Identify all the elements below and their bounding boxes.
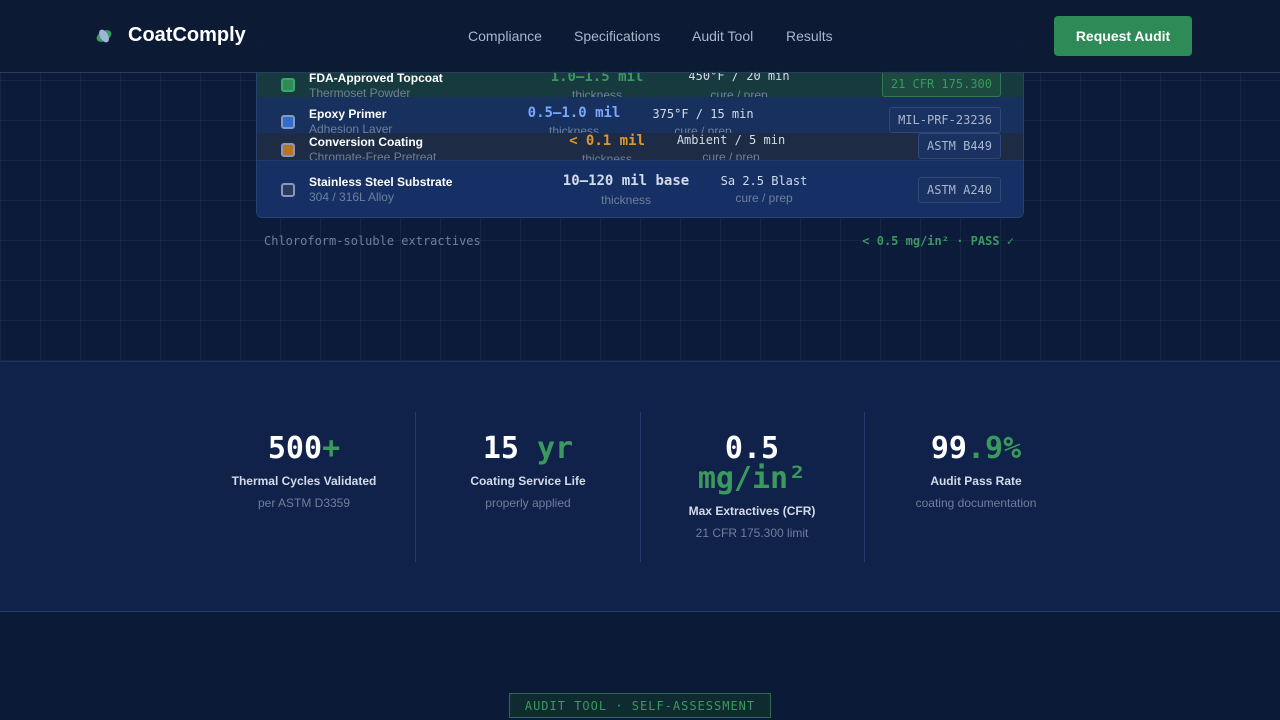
layer-standard: ASTM A240 [917,177,1001,203]
stat-label: Max Extractives (CFR) [688,504,816,518]
stats: 500+ Thermal Cycles Validated per ASTM D33… [0,362,1280,612]
layer-row: Stainless Steel Substrate 304 / 316L All… [257,161,1023,217]
divider [864,412,865,562]
stat-number: 0.5 [724,431,780,466]
layer-cure: Sa 2.5 Blast [720,174,808,188]
cure-label: cure / prep [702,150,760,161]
thickness-label: thickness [581,152,633,161]
section-badge: AUDIT TOOL · SELF-ASSESSMENT [509,693,771,718]
stat: 500+ Thermal Cycles Validated per ASTM D33… [192,434,416,584]
layer-name: Conversion Coating [309,135,424,149]
stat-label: Audit Pass Rate [930,474,1022,488]
stat-sub: per ASTM D3359 [257,496,351,510]
stat-number: 15 [482,431,538,466]
layer-thickness: 0.5–1.0 mil [527,105,621,121]
stat-suffix: mg/in² [697,461,807,496]
stat: 15 yr Coating Service Life properly applie… [416,434,640,584]
layer-row: Conversion Coating Chromate-Free Pretrea… [257,133,1023,161]
stat-sub: properly applied [485,496,571,510]
layer-sub: Adhesion Layer [309,122,393,136]
layer-name: Epoxy Primer [309,107,387,121]
nav-link[interactable]: Specifications [574,28,661,44]
layer-thickness: 1.0–1.5 mil [550,69,644,85]
cure-label: cure / prep [735,191,793,205]
cta-button[interactable]: Request Audit [1054,16,1192,56]
stat-suffix: .9% [966,431,1022,466]
stat: 0.5 mg/in² Max Extractives (CFR) 21 CFR 17… [640,434,864,584]
stat: 99.9% Audit Pass Rate coating documentatio… [864,434,1088,584]
stat-suffix: yr [537,431,574,466]
nav-link[interactable]: Audit Tool [692,28,754,44]
stat-sub: 21 CFR 175.300 limit [695,526,809,540]
header: CoatComply Compliance Specifications Aud… [0,0,1280,73]
layer-thickness: 10–120 mil base [562,173,690,189]
brand[interactable]: CoatComply [128,24,246,46]
layer-swatch [281,143,295,157]
logo-icon [96,29,112,43]
stat-suffix: + [322,431,341,466]
nav-link[interactable]: Results [786,28,833,44]
layer-sub: Chromate-Free Pretreat [309,150,437,161]
layer-name: Stainless Steel Substrate [309,175,453,189]
test-result: < 0.5 mg/in² · PASS ✓ [862,234,1014,248]
layer-cure: Ambient / 5 min [676,133,786,147]
layer-row: Epoxy Primer Adhesion Layer 0.5–1.0 mil … [257,97,1023,137]
divider [640,412,641,562]
layer-swatch [281,115,295,129]
stat-label: Thermal Cycles Validated [231,474,377,488]
stat-number: 500 [267,431,323,466]
layer-standard: 21 CFR 175.300 [881,71,1001,97]
layer-standard: MIL-PRF-23236 [889,107,1001,133]
nav-link[interactable]: Compliance [468,28,542,44]
layer-standard: ASTM B449 [917,133,1001,159]
layer-sub: Thermoset Powder [309,86,411,100]
layer-name: FDA-Approved Topcoat [309,71,443,85]
divider [415,412,416,562]
stat-sub: coating documentation [915,496,1037,510]
stat-label: Coating Service Life [470,474,586,488]
layer-swatch [281,183,295,197]
layer-thickness: < 0.1 mil [569,133,645,149]
layer-swatch [281,78,295,92]
layer-sub: 304 / 316L Alloy [309,190,394,204]
stat-number: 99 [930,431,967,466]
thickness-label: thickness [600,193,652,207]
layer-cure: 375°F / 15 min [652,107,754,121]
test-label: Chloroform-soluble extractives [264,234,481,248]
